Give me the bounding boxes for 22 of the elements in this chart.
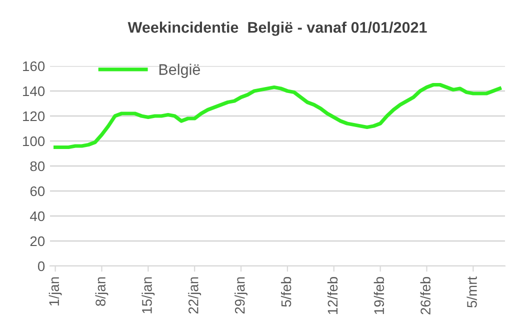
x-tick-label: 1/jan — [48, 277, 62, 306]
y-tick-label: 100 — [23, 136, 45, 146]
line-series — [54, 82, 502, 150]
x-tick-label: 5/feb — [280, 276, 292, 307]
x-tick-label: 19/feb — [374, 276, 384, 314]
x-tick-label: 5/mrt — [466, 276, 477, 308]
y-tick-label: 80 — [30, 161, 45, 172]
x-tick-label: 22/jan — [188, 277, 202, 314]
x-tick-label: 8/jan — [95, 277, 108, 306]
y-tick-label: 0 — [38, 261, 45, 272]
x-tick-label: 26/feb — [420, 276, 430, 314]
y-tick-label: 140 — [23, 86, 45, 96]
x-tick-label: 12/feb — [327, 276, 338, 314]
x-tick-label: 29/jan — [234, 277, 248, 314]
y-tick-label: 120 — [23, 111, 45, 122]
legend-label: België — [159, 64, 200, 78]
chart-title: Weekincidentie België - vanaf 01/01/2021 — [128, 22, 427, 36]
x-tick-label: 15/jan — [142, 277, 155, 314]
y-tick-label: 40 — [30, 211, 45, 222]
y-tick-label: 160 — [23, 61, 45, 72]
y-tick-label: 60 — [30, 186, 45, 196]
y-tick-label: 20 — [30, 236, 45, 246]
